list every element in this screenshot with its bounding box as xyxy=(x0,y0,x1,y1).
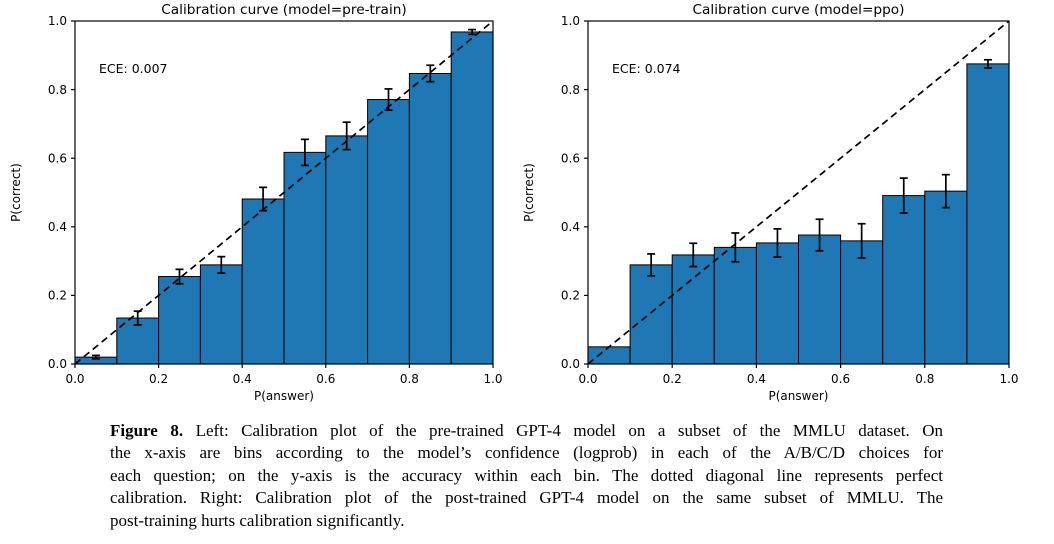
x-tick-label: 0.2 xyxy=(663,372,682,386)
x-tick-label: 0.6 xyxy=(316,372,335,386)
error-bar xyxy=(899,177,908,214)
y-tick-label: 0.8 xyxy=(48,83,67,97)
calibration-bar xyxy=(966,63,1010,365)
calibration-bar xyxy=(798,234,842,365)
y-tick-label: 0.2 xyxy=(48,289,67,303)
x-tick-label: 0.8 xyxy=(915,372,934,386)
ece-annotation: ECE: 0.074 xyxy=(612,61,681,76)
y-tick-label: 0.0 xyxy=(48,357,67,371)
calibration-bar xyxy=(367,99,410,365)
y-tick-label: 0.4 xyxy=(48,220,67,234)
calibration-charts: 0.0 0.2 0.4 0.6 0.8 1.0 0.0 0.2 0.4 0.6 0.8 1.0 Cali… xyxy=(9,2,1019,403)
ece-annotation: ECE: 0.007 xyxy=(99,61,168,76)
calibration-bar xyxy=(587,346,631,365)
y-tick-label: 0.8 xyxy=(561,83,580,97)
calibration-bar xyxy=(629,264,673,365)
caption-line-1: Figure 8. Left: Calibration plot of the … xyxy=(110,420,943,442)
error-bar xyxy=(468,28,477,36)
calibration-bar xyxy=(199,264,243,365)
error-bar xyxy=(342,121,351,151)
caption-line-5: post-training hurts calibration signific… xyxy=(110,510,405,530)
error-bar xyxy=(175,268,184,285)
chart-ppo: 0.0 0.2 0.4 0.6 0.8 1.0 0.0 0.2 0.4 0.6 0.8 1.0 Cali… xyxy=(522,2,1019,403)
x-tick-label: 0.0 xyxy=(578,372,597,386)
x-tick-label: 0.2 xyxy=(149,372,168,386)
x-tick-label: 0.4 xyxy=(747,372,766,386)
x-tick-label: 1.0 xyxy=(999,372,1018,386)
calibration-bar xyxy=(283,151,327,365)
calibration-bar xyxy=(241,198,285,365)
calibration-bar xyxy=(325,135,369,365)
diagonal-line xyxy=(587,20,1010,365)
calibration-bar xyxy=(671,254,715,365)
x-tick-label: 0.4 xyxy=(233,372,252,386)
figure-label: Figure 8. xyxy=(110,421,184,440)
chart-title: Calibration curve (model=ppo) xyxy=(692,2,904,18)
y-axis-label: P(correct) xyxy=(9,163,23,222)
calibration-bar xyxy=(713,246,757,365)
error-bar xyxy=(426,64,435,83)
x-tick-label: 1.0 xyxy=(483,372,502,386)
y-tick-label: 0.2 xyxy=(561,289,580,303)
y-axis-label: P(correct) xyxy=(522,163,536,222)
x-tick-label: 0.0 xyxy=(65,372,84,386)
y-tick-label: 1.0 xyxy=(561,14,580,28)
x-tick-label: 0.8 xyxy=(400,372,419,386)
error-bar xyxy=(857,222,866,259)
calibration-bar xyxy=(450,31,494,365)
axis-frame xyxy=(587,20,1010,365)
calibration-bar xyxy=(408,72,452,365)
error-bar xyxy=(815,218,824,252)
figure-caption: Figure 8. Left: Calibration plot of the … xyxy=(110,420,943,532)
error-bar xyxy=(773,228,782,258)
error-bar xyxy=(731,232,740,263)
x-axis-label: P(answer) xyxy=(254,389,314,403)
error-bar xyxy=(941,173,950,209)
y-tick-label: 0.0 xyxy=(561,357,580,371)
error-bar xyxy=(300,138,309,167)
calibration-bar xyxy=(882,195,926,365)
calibration-bar xyxy=(924,190,968,365)
error-bar xyxy=(647,253,656,277)
caption-text-1: Left: Calibration plot of the pre-traine… xyxy=(195,421,943,440)
y-tick-label: 1.0 xyxy=(48,14,67,28)
caption-line-4: calibration. Right: Calibration plot of … xyxy=(110,488,943,508)
caption-line-3: each question; on the y-axis is the accu… xyxy=(110,465,943,485)
y-tick-label: 0.6 xyxy=(48,151,67,165)
calibration-bar xyxy=(840,240,884,365)
caption-line-2: the x-axis are bins according to the mod… xyxy=(110,443,943,463)
chart-title: Calibration curve (model=pre-train) xyxy=(161,2,407,18)
x-tick-label: 0.6 xyxy=(831,372,850,386)
error-bar xyxy=(91,354,100,360)
x-axis-label: P(answer) xyxy=(769,389,829,403)
chart-pretrain: 0.0 0.2 0.4 0.6 0.8 1.0 0.0 0.2 0.4 0.6 0.8 1.0 Cali… xyxy=(9,2,503,403)
y-tick-label: 0.6 xyxy=(561,151,580,165)
y-tick-label: 0.4 xyxy=(561,220,580,234)
error-bar xyxy=(217,255,226,274)
diagonal-line xyxy=(74,20,494,365)
error-bar xyxy=(689,242,698,268)
calibration-bar xyxy=(755,242,800,365)
error-bar xyxy=(983,58,992,69)
axis-frame xyxy=(74,20,494,365)
